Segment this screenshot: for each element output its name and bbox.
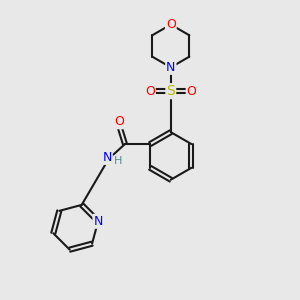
Text: H: H xyxy=(114,156,122,166)
Text: N: N xyxy=(166,61,176,74)
Text: O: O xyxy=(187,85,196,98)
Text: O: O xyxy=(115,115,124,128)
Text: S: S xyxy=(167,84,175,98)
Text: N: N xyxy=(93,215,103,228)
Text: O: O xyxy=(145,85,155,98)
Text: O: O xyxy=(166,18,176,31)
Text: N: N xyxy=(102,151,112,164)
